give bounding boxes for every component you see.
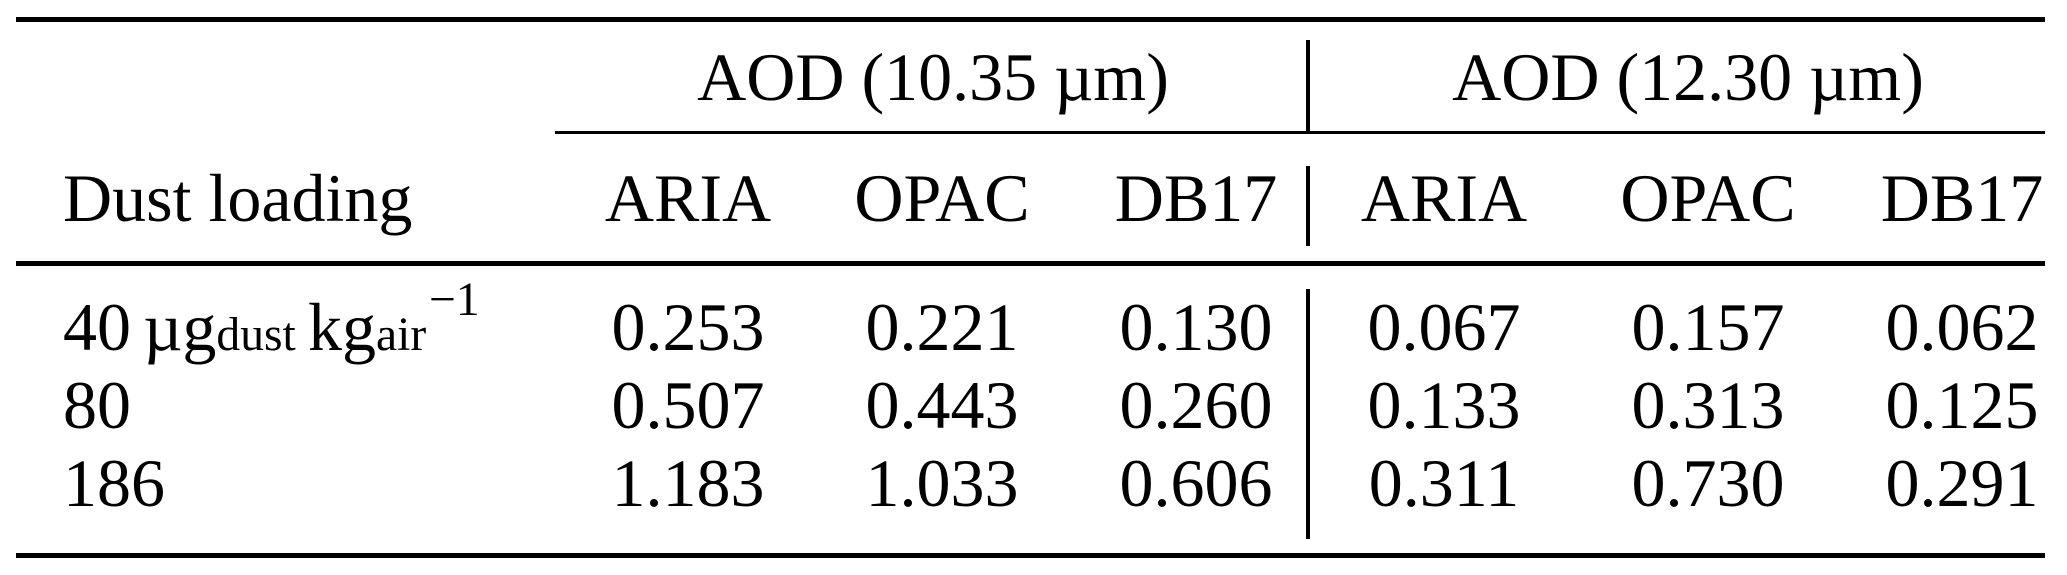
value-cell-r2-aria-1230: 0.133 [1367, 367, 1521, 443]
value-cell-r3-db17-1230: 0.291 [1885, 445, 2039, 521]
value-cell-r3-opac-1035: 1.033 [865, 445, 1019, 521]
header-body-rule [16, 261, 2045, 266]
row-label-exponent: −1 [429, 274, 480, 327]
row-label-unit-air: kg [308, 289, 376, 365]
value-cell-r1-aria-1035: 0.253 [611, 289, 765, 365]
value-cell-r1-opac-1035: 0.221 [865, 289, 1019, 365]
row-label-unit-mass-subscript: dust [216, 308, 296, 361]
value-cell-r2-opac-1230: 0.313 [1631, 367, 1785, 443]
value-cell-r2-aria-1035: 0.507 [611, 367, 765, 443]
row-label-80: 80 [63, 366, 583, 444]
row-label-unit-air-subscript: air [376, 308, 427, 361]
value-cell-r3-opac-1230: 0.730 [1631, 445, 1785, 521]
row-label-186: 186 [63, 444, 583, 522]
sub-header-opac-1: OPAC [854, 160, 1030, 236]
value-cell-r1-aria-1230: 0.067 [1367, 289, 1521, 365]
sub-header-db17-2: DB17 [1880, 160, 2044, 236]
sub-header-aria-2: ARIA [1360, 160, 1528, 236]
row-label-40: 40 µg dust kg air −1 [63, 276, 583, 366]
column-group-header-aod-12-30: AOD (12.30 µm) [1452, 39, 1924, 115]
sub-header-db17-1: DB17 [1114, 160, 1278, 236]
row-label-number: 80 [63, 367, 131, 443]
group-divider-segment-middle [1306, 166, 1310, 246]
value-cell-r1-db17-1230: 0.062 [1885, 289, 2039, 365]
value-cell-r3-aria-1230: 0.311 [1368, 445, 1520, 521]
value-cell-r2-db17-1230: 0.125 [1885, 367, 2039, 443]
row-label-unit-mass: µg [143, 289, 217, 365]
row-header-dust-loading: Dust loading [63, 160, 413, 236]
value-cell-r1-db17-1035: 0.130 [1119, 289, 1273, 365]
sub-header-opac-2: OPAC [1620, 160, 1796, 236]
column-group-header-aod-10-35: AOD (10.35 µm) [697, 39, 1169, 115]
group-divider-segment-top [1306, 40, 1310, 131]
value-cell-r2-db17-1035: 0.260 [1119, 367, 1273, 443]
value-cell-r3-db17-1035: 0.606 [1119, 445, 1273, 521]
row-label-number: 186 [63, 445, 165, 521]
sub-header-aria-1: ARIA [604, 160, 772, 236]
value-cell-r2-opac-1035: 0.443 [865, 367, 1019, 443]
value-cell-r3-aria-1035: 1.183 [611, 445, 765, 521]
header-group-rule [555, 131, 2045, 134]
table-top-rule [16, 17, 2045, 22]
value-cell-r1-opac-1230: 0.157 [1631, 289, 1785, 365]
group-divider-segment-bottom [1306, 289, 1310, 539]
table-bottom-rule [16, 553, 2045, 558]
row-label-number: 40 [63, 289, 131, 365]
